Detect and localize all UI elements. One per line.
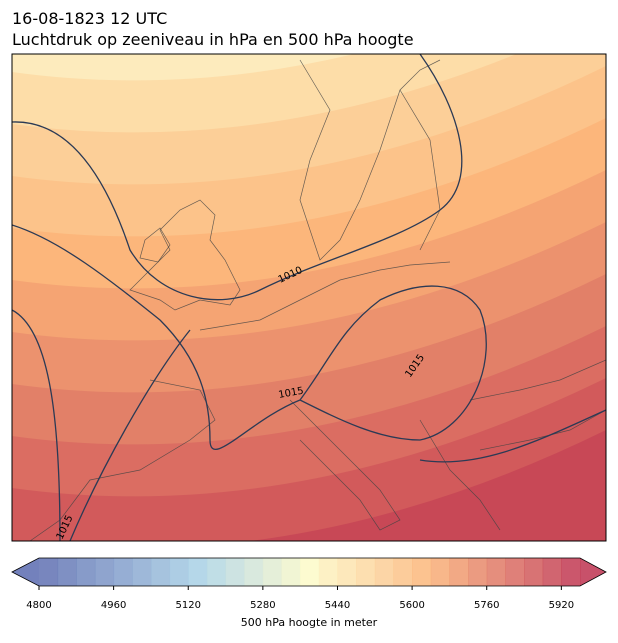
colorbar-cell (486, 558, 506, 586)
map-frame (11, 53, 607, 542)
coastlines (29, 59, 606, 541)
colorbar-tick-label: 5120 (176, 600, 201, 611)
colorbar-cell (524, 558, 544, 586)
colorbar-cell (188, 558, 208, 586)
colorbar-cell (468, 558, 488, 586)
colorbar-cell (374, 558, 394, 586)
colorbar-cell (449, 558, 469, 586)
colorbar-tick-label: 5440 (325, 600, 350, 611)
colorbar-cell (505, 558, 525, 586)
colorbar-cell (206, 558, 227, 586)
colorbar-cell (169, 558, 189, 586)
height-field (12, 54, 606, 541)
colorbar-tick-label: 5280 (250, 600, 275, 611)
colorbar-cell (244, 558, 264, 586)
colorbar-extend-low (12, 558, 39, 586)
isobar-label: 1015 (278, 386, 305, 401)
colorbar-extend-high (580, 558, 606, 586)
isobars (12, 54, 606, 541)
colorbar-cell (542, 558, 562, 586)
colorbar-tick-label: 5760 (474, 600, 499, 611)
colorbar-cell (57, 558, 77, 586)
colorbar-tick-label: 4800 (26, 600, 51, 611)
colorbar-cell (94, 558, 115, 586)
colorbar-tick-label: 4960 (101, 600, 126, 611)
colorbar-cell (39, 558, 59, 586)
subtitle: Luchtdruk op zeeniveau in hPa en 500 hPa… (12, 30, 414, 49)
colorbar-cell (356, 558, 376, 586)
colorbar-cell (281, 558, 301, 586)
colorbar-tick-label: 5600 (399, 600, 424, 611)
colorbar-cell (225, 558, 245, 586)
colorbar-cell (561, 558, 581, 586)
colorbar-cell (430, 558, 450, 586)
colorbar-cell (113, 558, 133, 586)
colorbar-label: 500 hPa hoogte in meter (241, 616, 378, 629)
title: 16-08-1823 12 UTC (12, 9, 167, 28)
colorbar-tick-label: 5920 (549, 600, 574, 611)
colorbar-cell (318, 558, 338, 586)
colorbar-cell (262, 558, 283, 586)
colorbar-cell (76, 558, 96, 586)
height-band (12, 430, 606, 541)
colorbar-cell (412, 558, 432, 586)
colorbar-cell (337, 558, 357, 586)
colorbar: 4800 4960 5120 5280 5440 5600 5760 5920 (11, 557, 607, 611)
colorbar-cell (300, 558, 320, 586)
colorbar-cell (150, 558, 171, 586)
colorbar-cell (393, 558, 413, 586)
colorbar-cell (132, 558, 152, 586)
